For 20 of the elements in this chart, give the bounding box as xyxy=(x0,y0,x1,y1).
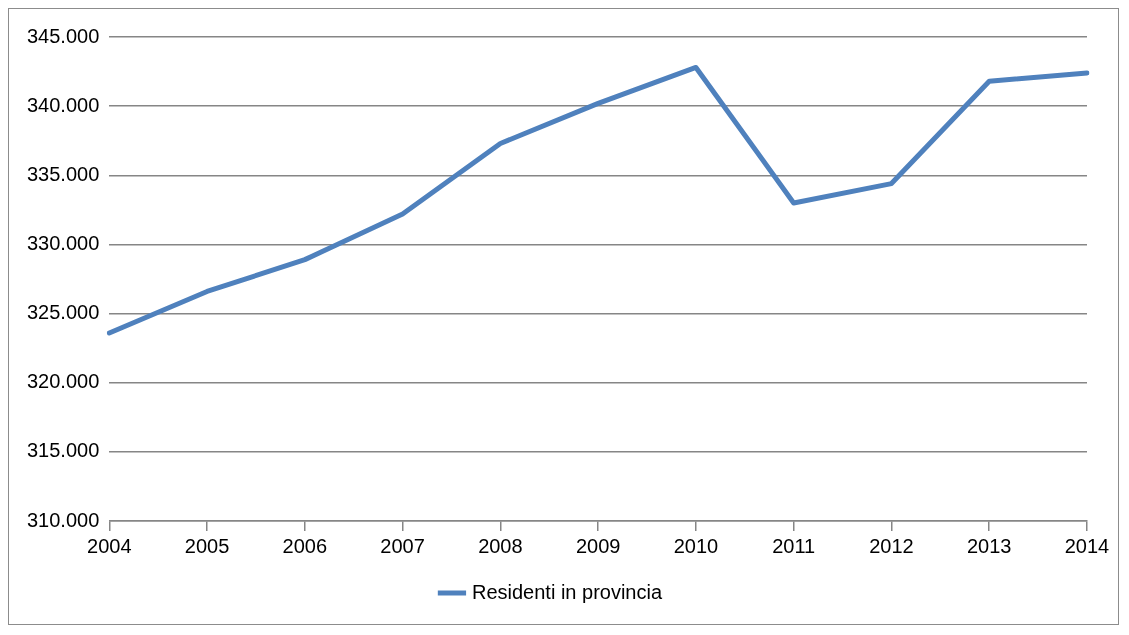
y-tick-label: 340.000 xyxy=(27,93,100,116)
y-tick-label: 335.000 xyxy=(27,162,100,185)
y-tick-label: 320.000 xyxy=(27,370,100,393)
x-tick-label: 2014 xyxy=(1064,534,1110,557)
x-tick-label: 2012 xyxy=(869,534,914,557)
x-tick-label: 2005 xyxy=(184,534,230,557)
legend-label: Residenti in provincia xyxy=(471,580,663,603)
y-tick-label: 345.000 xyxy=(27,24,100,47)
x-tick-label: 2004 xyxy=(87,534,132,557)
x-tick-label: 2007 xyxy=(380,534,425,557)
y-tick-label: 330.000 xyxy=(27,231,100,254)
x-tick-label: 2006 xyxy=(282,534,328,557)
y-tick-label: 310.000 xyxy=(27,508,100,531)
x-tick-label: 2009 xyxy=(575,534,621,557)
y-tick-label: 325.000 xyxy=(27,301,100,324)
x-tick-label: 2008 xyxy=(478,534,523,557)
x-tick-label: 2013 xyxy=(966,534,1012,557)
x-tick-label: 2010 xyxy=(673,534,719,557)
y-tick-label: 315.000 xyxy=(27,439,100,462)
x-tick-label: 2011 xyxy=(772,534,816,557)
